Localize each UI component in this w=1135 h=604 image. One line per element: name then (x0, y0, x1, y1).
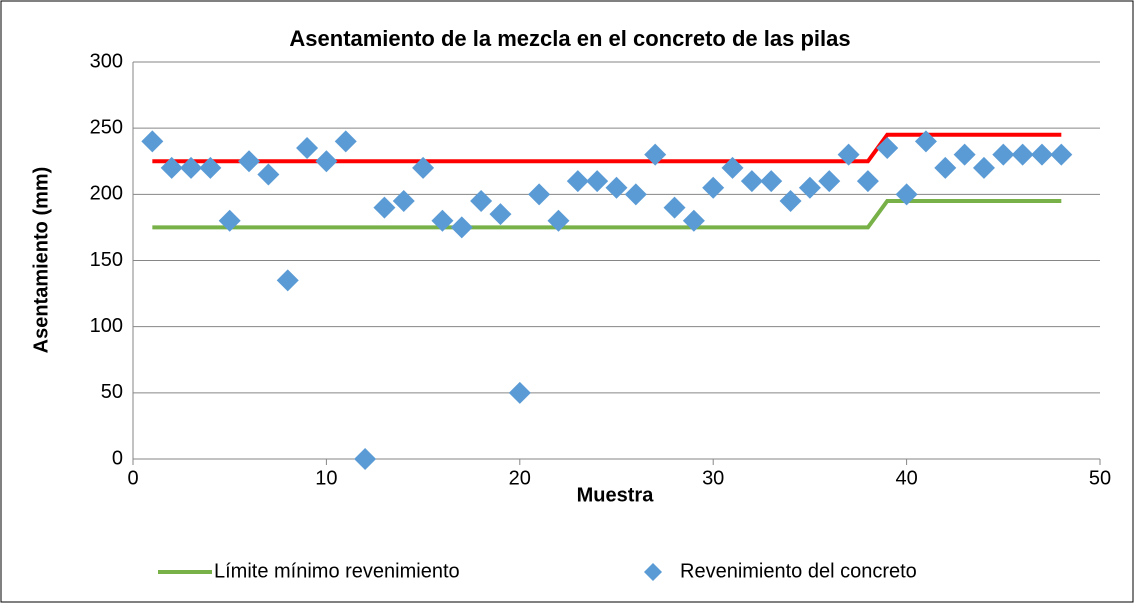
legend-label: Revenimiento del concreto (680, 560, 917, 582)
marker (914, 130, 937, 153)
marker (315, 150, 338, 173)
marker (934, 156, 957, 179)
x-tick-label: 30 (702, 467, 724, 489)
marker (721, 156, 744, 179)
marker (470, 189, 493, 212)
marker (682, 209, 705, 232)
marker (547, 209, 570, 232)
marker (895, 183, 918, 206)
marker (199, 156, 222, 179)
y-tick-label: 100 (90, 315, 123, 337)
marker (624, 183, 647, 206)
marker (644, 143, 667, 166)
marker (296, 137, 319, 160)
y-axis-title: Asentamiento (mm) (30, 167, 52, 354)
marker (373, 196, 396, 219)
marker (392, 189, 415, 212)
marker (257, 163, 280, 186)
x-tick-label: 40 (895, 467, 917, 489)
marker (798, 176, 821, 199)
marker (740, 170, 763, 193)
y-tick-label: 0 (112, 447, 123, 469)
marker (876, 137, 899, 160)
marker (489, 203, 512, 226)
y-tick-label: 200 (90, 183, 123, 205)
marker (663, 196, 686, 219)
legend-label: Límite mínimo revenimiento (214, 560, 460, 582)
marker (992, 143, 1015, 166)
marker (238, 150, 261, 173)
y-tick-label: 250 (90, 116, 123, 138)
marker (605, 176, 628, 199)
marker (218, 209, 241, 232)
marker (354, 448, 377, 470)
marker (586, 170, 609, 193)
marker (1050, 143, 1073, 166)
marker (953, 143, 976, 166)
marker (431, 209, 454, 232)
marker (276, 269, 299, 292)
marker (528, 183, 551, 206)
marker (412, 156, 435, 179)
marker (856, 170, 879, 193)
x-tick-label: 50 (1089, 467, 1111, 489)
y-tick-label: 300 (90, 50, 123, 72)
line (152, 198, 1062, 230)
y-tick-label: 150 (90, 249, 123, 271)
marker (972, 156, 995, 179)
marker (141, 130, 164, 153)
marker (818, 170, 841, 193)
legend-swatch (644, 563, 662, 581)
chart-title: Asentamiento de la mezcla en el concreto… (289, 26, 850, 51)
x-tick-label: 20 (509, 467, 531, 489)
marker (837, 143, 860, 166)
marker (1030, 143, 1053, 166)
marker (450, 216, 473, 239)
marker (180, 156, 203, 179)
marker (779, 189, 802, 212)
marker (702, 176, 725, 199)
x-axis-title: Muestra (577, 484, 655, 506)
marker (160, 156, 183, 179)
y-tick-label: 50 (101, 381, 123, 403)
marker (1011, 143, 1034, 166)
x-tick-label: 10 (315, 467, 337, 489)
marker (760, 170, 783, 193)
marker (334, 130, 357, 153)
x-tick-label: 0 (127, 467, 138, 489)
marker (566, 170, 589, 193)
marker (508, 381, 531, 404)
